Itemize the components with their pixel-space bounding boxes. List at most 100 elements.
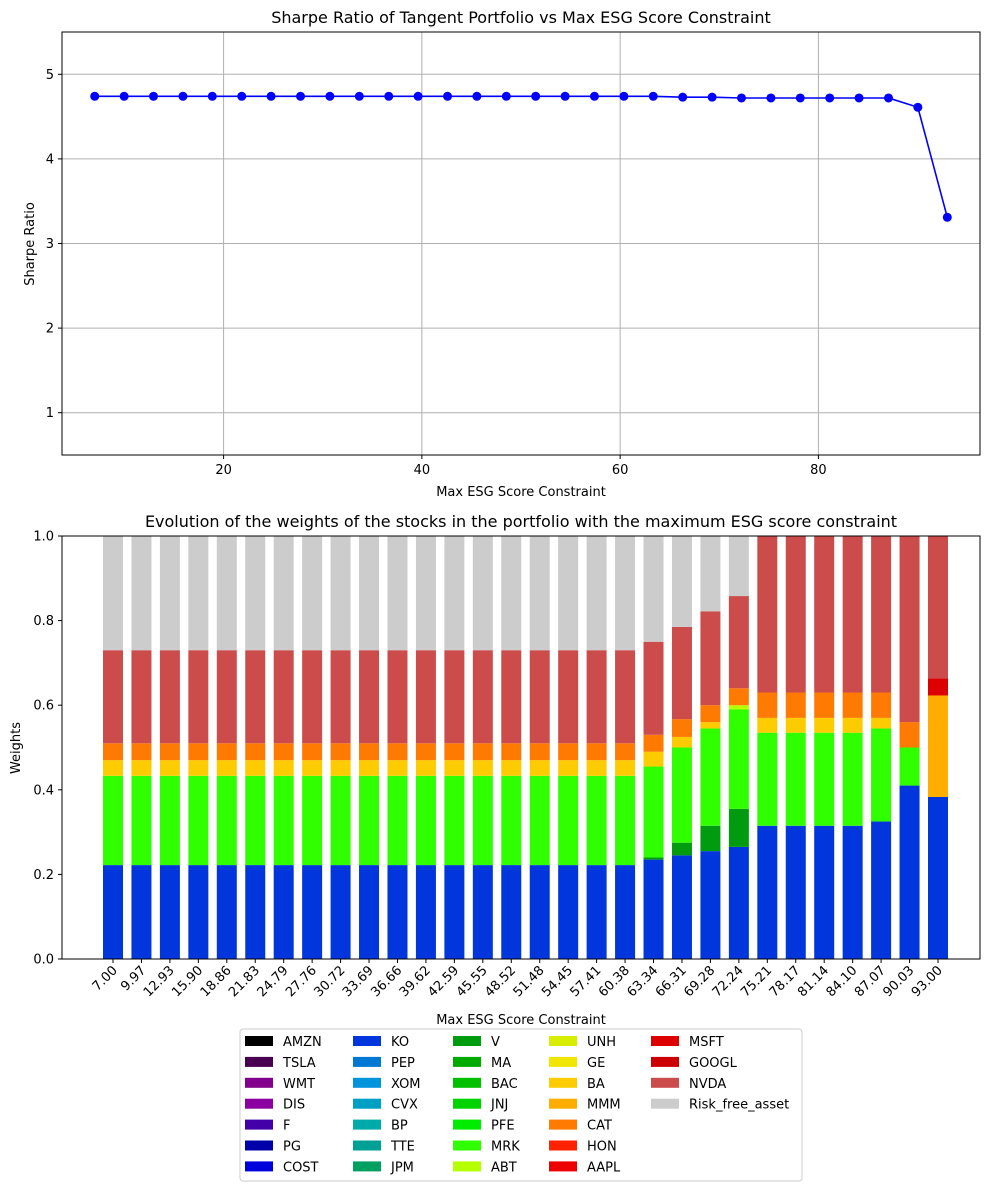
bar-segment-cat [757, 692, 778, 718]
sharpe-ratio-point [266, 91, 276, 101]
bar-segment-abt [728, 705, 749, 710]
bar-segment-cat [302, 743, 323, 761]
chart2-x-tick-label: 51.48 [511, 963, 548, 1000]
bar-segment-ba [245, 760, 266, 776]
bar-segment-cat [188, 743, 209, 761]
bar-segment-mrk [671, 747, 692, 843]
bar-segment-nvda [103, 650, 123, 744]
bar-segment-ba [444, 760, 465, 776]
sharpe-ratio-point [707, 92, 717, 102]
sharpe-ratio-point [560, 91, 570, 101]
legend-label: MA [491, 1056, 511, 1071]
bar-segment-nvda [131, 650, 152, 744]
chart2-x-tick-label: 81.14 [795, 963, 832, 1000]
bar-segment-ba [131, 760, 152, 776]
bar-segment-ko [415, 865, 436, 959]
chart2-x-tick-label: 78.17 [767, 963, 804, 1000]
bar-segment-ba [216, 760, 237, 776]
bar-segment-ko [188, 865, 209, 959]
chart2-x-tick-label: 36.66 [368, 963, 405, 1000]
bar-segment-mrk [302, 775, 323, 866]
bar-segment-risk-free-asset [188, 536, 209, 651]
bar-segment-cat [330, 743, 351, 761]
chart1-y-axis-label: Sharpe Ratio [23, 202, 38, 286]
bar-segment-ba [757, 717, 778, 733]
legend-label: HON [587, 1140, 617, 1155]
bar-segment-ko [814, 825, 835, 959]
chart2-x-tick-label: 33.69 [340, 963, 377, 1000]
bar-segment-v [643, 857, 664, 860]
bar-segment-risk-free-asset [529, 536, 550, 651]
bar-segment-mrk [216, 775, 237, 866]
bar-segment-mmm [928, 695, 948, 797]
legend-label: PEP [391, 1056, 415, 1071]
bar-segment-nvda [558, 650, 579, 744]
bar-segment-risk-free-asset [558, 536, 579, 651]
bar-segment-cat [871, 692, 892, 718]
bar-segment-mrk [273, 775, 294, 866]
bar-segment-nvda [472, 650, 493, 744]
sharpe-ratio-point [795, 93, 805, 103]
bar-segment-ko [928, 796, 948, 959]
bar-segment-ba [103, 760, 123, 776]
chart1-y-tick-label: 4 [46, 152, 54, 167]
bar-segment-risk-free-asset [103, 536, 123, 651]
legend-label: UNH [587, 1035, 616, 1050]
bar-segment-risk-free-asset [302, 536, 323, 651]
bar-segment-nvda [501, 650, 522, 744]
bar-segment-cat [529, 743, 550, 761]
sharpe-ratio-point [443, 91, 453, 101]
bar-segment-risk-free-asset [728, 536, 749, 597]
chart2-y-tick-label: 0.2 [33, 868, 54, 883]
bar-segment-ba [700, 722, 721, 729]
legend-swatch [353, 1036, 381, 1046]
chart2-legend: AMZN TSLA WMT DIS F PG COST KO PEP XOM CVX BP TTE JPM… [239, 1028, 803, 1182]
bar-segment-nvda [159, 650, 180, 744]
legend-label: PG [283, 1140, 301, 1155]
bar-segment-nvda [273, 650, 294, 744]
legend-swatch [549, 1077, 577, 1088]
bar-segment-cat [814, 692, 835, 718]
legend-label: BAC [491, 1077, 518, 1092]
bar-segment-nvda [387, 650, 408, 744]
bar-segment-ko [558, 865, 579, 959]
bar-segment-ko [359, 865, 380, 959]
legend-swatch [651, 1036, 679, 1046]
bar-segment-risk-free-asset [501, 536, 522, 651]
chart1-x-axis-label: Max ESG Score Constraint [436, 485, 606, 500]
chart2-y-tick-label: 0.4 [33, 783, 54, 798]
chart2-x-tick-label: 7.00 [90, 963, 121, 994]
sharpe-ratio-point [619, 91, 629, 101]
bar-segment-ba [529, 760, 550, 776]
bar-segment-nvda [188, 650, 209, 744]
chart1-title: Sharpe Ratio of Tangent Portfolio vs Max… [271, 8, 771, 27]
bar-segment-ba [842, 717, 863, 733]
chart1-y-tick-label: 5 [46, 68, 54, 83]
chart2-x-tick-label: 18.86 [198, 963, 235, 1000]
bar-segment-ba [501, 760, 522, 776]
bar-segment-ba [415, 760, 436, 776]
bar-segment-risk-free-asset [330, 536, 351, 651]
legend-swatch [353, 1098, 381, 1109]
bar-segment-ba [302, 760, 323, 776]
bar-segment-cat [643, 734, 664, 752]
weights-chart: Evolution of the weights of the stocks i… [9, 512, 981, 1028]
chart2-x-tick-label: 24.79 [255, 963, 292, 1000]
sharpe-ratio-point [854, 93, 864, 103]
bar-segment-mrk [586, 775, 607, 866]
legend-swatch [353, 1161, 381, 1172]
legend-swatch [245, 1077, 273, 1088]
bar-segment-cat [159, 743, 180, 761]
bar-segment-risk-free-asset [273, 536, 294, 651]
bar-segment-nvda [928, 536, 948, 679]
bar-segment-mrk [103, 775, 123, 866]
legend-swatch [453, 1077, 481, 1088]
sharpe-ratio-chart: Sharpe Ratio of Tangent Portfolio vs Max… [23, 8, 981, 500]
chart1-x-tick-label: 20 [215, 463, 232, 478]
bar-segment-ko [501, 865, 522, 959]
legend-swatch [549, 1161, 577, 1172]
bar-segment-ba [615, 760, 636, 776]
chart2-x-tick-label: 48.52 [482, 963, 519, 1000]
bar-segment-mrk [814, 732, 835, 826]
